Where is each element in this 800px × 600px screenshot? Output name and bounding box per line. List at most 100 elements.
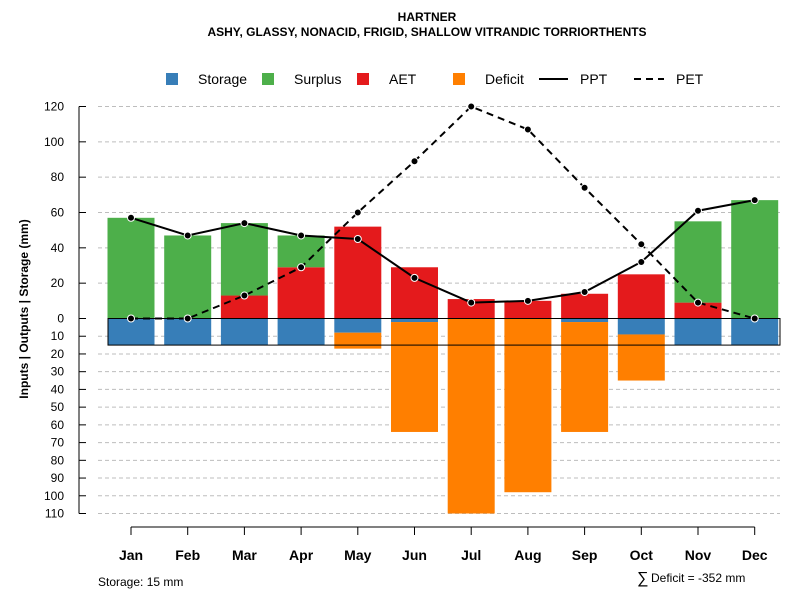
ppt-line-point — [750, 196, 759, 205]
y-tick-label: 90 — [51, 471, 65, 485]
legend-label-pet: PET — [676, 71, 704, 87]
ppt-line-point — [637, 257, 646, 266]
aet-bar — [447, 299, 495, 319]
deficit-bar — [617, 334, 665, 381]
storage-bar — [334, 318, 382, 333]
grid-lines — [98, 106, 780, 514]
chart-subtitle: ASHY, GLASSY, NONACID, FRIGID, SHALLOW V… — [207, 25, 646, 39]
y-tick-label: 80 — [51, 453, 65, 467]
y-tick-label: 40 — [51, 241, 65, 255]
y-tick-label: 120 — [44, 100, 64, 114]
deficit-footnote: Deficit = -352 mm — [651, 571, 745, 585]
pet-line-point — [240, 291, 249, 300]
storage-bar — [164, 318, 212, 346]
x-tick-label: Sep — [572, 547, 598, 563]
deficit-bar — [447, 318, 495, 514]
ppt-line — [130, 199, 755, 304]
ppt-line-point — [410, 273, 419, 282]
deficit-bar — [561, 322, 609, 432]
y-tick-label: 70 — [51, 436, 65, 450]
legend-swatch-surplus — [262, 73, 274, 85]
deficit-bar — [504, 318, 552, 493]
legend-label-storage: Storage — [198, 71, 247, 87]
chart-title: HARTNER — [398, 10, 457, 24]
pet-line-point — [580, 183, 589, 192]
ppt-line-point — [580, 288, 589, 296]
legend-swatch-deficit — [453, 73, 465, 85]
surplus-bar — [107, 217, 155, 319]
y-tick-label: 100 — [44, 489, 64, 503]
legend-swatch-storage — [166, 73, 178, 85]
y-axis-label: Inputs | Outputs | Storage (mm) — [17, 219, 31, 398]
legend-label-aet: AET — [389, 71, 417, 87]
storage-bar — [561, 318, 609, 323]
surplus-bar — [731, 200, 779, 319]
pet-line-point — [127, 314, 135, 323]
storage-footnote: Storage: 15 mm — [98, 575, 183, 589]
pet-line-point — [523, 125, 532, 134]
x-tick-label: Mar — [232, 547, 257, 563]
aet-bar — [504, 300, 552, 319]
pet-line-point — [750, 314, 759, 323]
lines — [127, 102, 759, 323]
storage-bar — [731, 318, 779, 346]
ppt-line-point — [297, 231, 306, 240]
surplus-bar — [277, 235, 325, 268]
y-tick-label: 80 — [51, 170, 65, 184]
y-tick-label: 40 — [51, 382, 65, 396]
aet-bar — [561, 293, 609, 319]
y-tick-label: 60 — [51, 418, 65, 432]
ppt-line-point — [183, 231, 192, 240]
storage-bar — [391, 318, 438, 323]
legend-label-deficit: Deficit — [485, 71, 524, 87]
legend: Storage Surplus AET Deficit PPT PET — [166, 71, 704, 87]
storage-bar — [674, 318, 722, 346]
sum-icon: ∑ — [637, 570, 648, 587]
y-tick-label: 110 — [45, 507, 64, 521]
pet-line-point — [297, 263, 306, 272]
surplus-bar — [220, 223, 268, 296]
ppt-line-point — [127, 213, 135, 222]
deficit-bar — [391, 322, 438, 432]
x-tick-label: Nov — [685, 547, 712, 563]
legend-swatch-aet — [357, 73, 369, 85]
pet-line-point — [353, 208, 362, 217]
legend-label-surplus: Surplus — [294, 71, 341, 87]
storage-bar — [277, 318, 325, 346]
x-tick-label: Jul — [461, 547, 481, 563]
y-tick-label: 0 — [57, 312, 64, 326]
x-tick-label: Oct — [630, 547, 654, 563]
pet-line-point — [694, 298, 702, 307]
surplus-bar — [674, 221, 722, 303]
x-tick-label: Jun — [402, 547, 427, 563]
bars — [107, 200, 781, 514]
x-tick-label: Dec — [742, 547, 768, 563]
y-tick-label: 20 — [51, 276, 65, 290]
ppt-line-point — [467, 298, 476, 307]
ppt-line-point — [353, 235, 362, 243]
ppt-line-point — [240, 219, 249, 228]
pet-line-point — [637, 240, 646, 249]
aet-bar — [277, 267, 325, 319]
deficit-bar — [334, 332, 382, 349]
pet-line-point — [183, 314, 192, 323]
y-tick-label: 10 — [51, 329, 65, 343]
y-tick-label: 30 — [51, 365, 65, 379]
y-tick-label: 60 — [51, 206, 65, 220]
storage-bar — [107, 318, 155, 346]
x-tick-label: Apr — [289, 547, 314, 563]
y-tick-label: 20 — [51, 347, 65, 361]
ppt-line-point — [523, 296, 532, 305]
axes: 0 20 40 60 80 100 120 10 20 30 40 50 60 70 80 90 100 110 J… — [44, 100, 768, 564]
aet-bar — [220, 295, 268, 319]
ppt-line-point — [694, 206, 702, 215]
aet-bar — [674, 302, 722, 319]
y-tick-label: 50 — [51, 400, 65, 414]
storage-capacity-box — [107, 318, 781, 346]
storage-bar — [617, 318, 665, 335]
pet-line-point — [410, 157, 419, 166]
x-tick-label: Feb — [175, 547, 200, 563]
aet-bar — [617, 274, 665, 319]
x-tick-label: May — [344, 547, 371, 563]
